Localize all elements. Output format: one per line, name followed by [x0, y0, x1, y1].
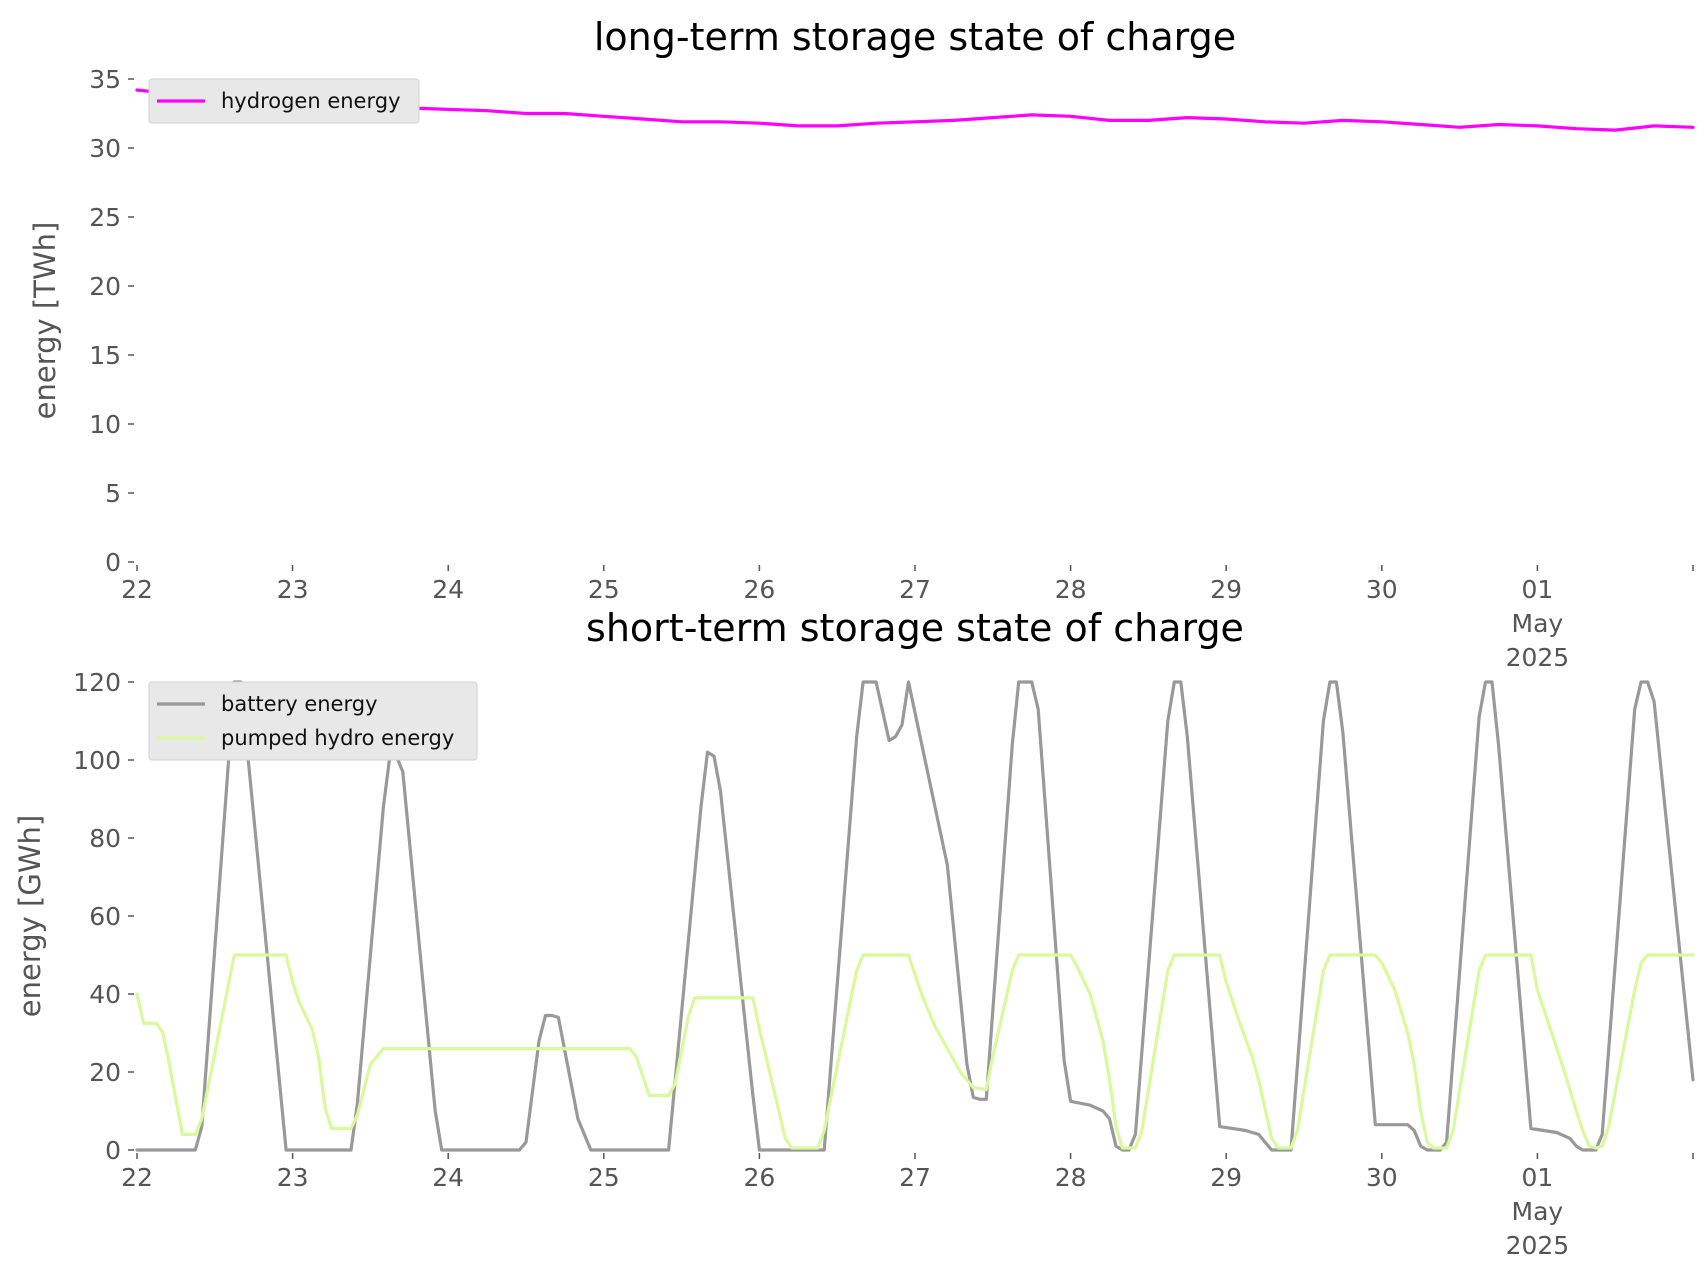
- x-tick-label: 28: [1055, 1163, 1087, 1192]
- x-tick-label: 22: [121, 1163, 153, 1192]
- x-tick-label: 25: [588, 1163, 620, 1192]
- y-axis-label: energy [TWh]: [28, 222, 62, 420]
- x-tick-label: May: [1512, 1197, 1564, 1226]
- y-tick-label: 35: [89, 65, 121, 94]
- x-tick-label: 26: [743, 1163, 775, 1192]
- y-tick-label: 60: [89, 902, 121, 931]
- x-tick-label: 27: [899, 575, 931, 604]
- y-tick-label: 100: [73, 746, 121, 775]
- x-tick-label: 29: [1210, 1163, 1242, 1192]
- y-tick-label: 20: [89, 1058, 121, 1087]
- chart-panel-1: long-term storage state of charge energy …: [28, 15, 1695, 672]
- y-tick-label: 80: [89, 824, 121, 853]
- x-tick-label: 29: [1210, 575, 1242, 604]
- y-tick-label: 15: [89, 341, 121, 370]
- y-tick-label: 20: [89, 272, 121, 301]
- x-tick-label: May: [1512, 609, 1564, 638]
- y-tick-label: 10: [89, 410, 121, 439]
- x-tick-label: 30: [1366, 575, 1398, 604]
- x-tick-label: 24: [432, 1163, 464, 1192]
- x-tick-label: 25: [588, 575, 620, 604]
- x-tick-label: 28: [1055, 575, 1087, 604]
- x-tick-label: 23: [277, 575, 309, 604]
- x-tick-label: 24: [432, 575, 464, 604]
- legend-label: hydrogen energy: [221, 89, 401, 113]
- series-line-1: [135, 680, 1695, 1152]
- legend-label: pumped hydro energy: [221, 726, 454, 750]
- y-tick-label: 0: [105, 1136, 121, 1165]
- x-tick-label: 01: [1521, 575, 1553, 604]
- y-tick-label: 30: [89, 134, 121, 163]
- chart-panel-2: short-term storage state of charge energy…: [13, 606, 1695, 1260]
- x-tick-label: 22: [121, 575, 153, 604]
- series-line-2: [135, 953, 1695, 1150]
- y-tick-label: 0: [105, 548, 121, 577]
- x-tick-label: 23: [277, 1163, 309, 1192]
- x-tick-label: 2025: [1506, 643, 1570, 672]
- chart-title: long-term storage state of charge: [594, 15, 1236, 59]
- x-tick-label: 27: [899, 1163, 931, 1192]
- y-tick-label: 120: [73, 668, 121, 697]
- legend-box: [148, 681, 478, 761]
- y-tick-label: 40: [89, 980, 121, 1009]
- y-tick-label: 25: [89, 203, 121, 232]
- legend-label: battery energy: [221, 692, 378, 716]
- x-tick-label: 2025: [1506, 1231, 1570, 1260]
- chart-title: short-term storage state of charge: [586, 606, 1244, 650]
- x-tick-label: 26: [743, 575, 775, 604]
- legend-box: [148, 78, 420, 124]
- x-tick-label: 30: [1366, 1163, 1398, 1192]
- y-tick-label: 5: [105, 479, 121, 508]
- x-tick-label: 01: [1521, 1163, 1553, 1192]
- y-axis-label: energy [GWh]: [13, 815, 47, 1017]
